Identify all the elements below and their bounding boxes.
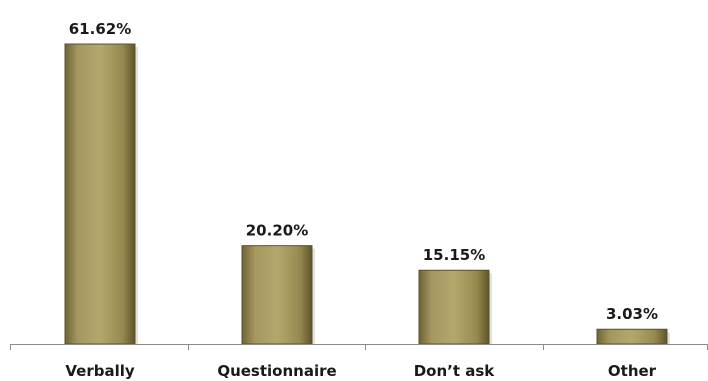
data-labels-layer: 61.62% 20.20% 15.15% 3.03% [69,20,658,323]
category-label: Questionnaire [217,362,336,380]
data-label: 15.15% [423,246,485,264]
category-label: Other [608,362,657,380]
data-label: 3.03% [606,305,658,323]
data-label: 20.20% [246,222,308,240]
bars-layer [64,43,670,345]
bar [241,245,313,345]
category-label: Verbally [65,362,135,380]
category-label: Don’t ask [414,362,496,380]
bar [64,43,136,345]
x-axis [10,344,708,350]
category-labels-layer: Verbally Questionnaire Don’t ask Other [65,362,656,380]
bar [596,328,668,345]
title-fragment [0,0,708,6]
data-label: 61.62% [69,20,131,38]
bar [418,269,490,345]
